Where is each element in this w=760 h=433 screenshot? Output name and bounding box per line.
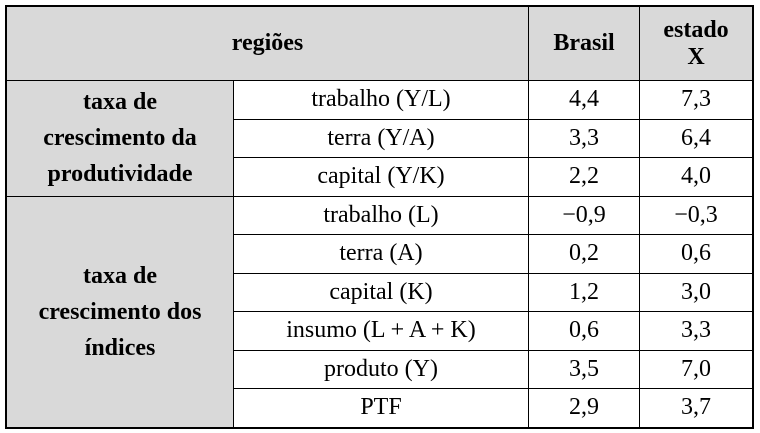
table-row: taxa de crescimento da produtividade trabal… [5, 80, 754, 197]
row-label: trabalho (L) [233, 195, 529, 235]
value-cell: 4,4 [528, 80, 640, 120]
table-container: regiões Brasil estado X taxa de cresciment… [5, 5, 754, 429]
text-line: estado [663, 16, 729, 43]
value-cell: 3,7 [639, 388, 754, 428]
table-row: capital (K) 1,2 3,0 [6, 272, 754, 312]
row-label: capital (K) [233, 272, 529, 312]
value-cell: 3,3 [528, 118, 640, 158]
value-cell: 2,2 [528, 157, 640, 197]
value-cell: 3,3 [639, 311, 754, 351]
table-row: taxa de crescimento dos índices trabalho (L… [5, 195, 754, 428]
header-cell: estado X [639, 5, 754, 81]
table-row: PTF 2,9 3,7 [6, 388, 754, 428]
data-table: regiões Brasil estado X taxa de cresciment… [5, 5, 754, 429]
group-cell: taxa de crescimento da produtividade [5, 80, 234, 197]
value-cell: 7,0 [639, 349, 754, 389]
value-cell: 0,6 [639, 234, 754, 274]
row-label: terra (Y/A) [233, 118, 529, 158]
text-line: taxa de [83, 89, 157, 116]
group-cell: taxa de crescimento dos índices [5, 195, 234, 428]
value-cell: −0,3 [639, 195, 754, 235]
text-line: taxa de [83, 262, 157, 289]
row-label: produto (Y) [233, 349, 529, 389]
row-label: PTF [233, 388, 529, 428]
table-row: produto (Y) 3,5 7,0 [6, 349, 754, 389]
row-label: capital (Y/K) [233, 157, 529, 197]
value-cell: 1,2 [528, 272, 640, 312]
value-cell: 0,6 [528, 311, 640, 351]
row-label: trabalho (Y/L) [233, 80, 529, 120]
value-cell: −0,9 [528, 195, 640, 235]
text-line: índices [84, 334, 156, 361]
value-cell: 3,5 [528, 349, 640, 389]
row-label: terra (A) [233, 234, 529, 274]
header-cell: regiões [5, 5, 529, 81]
text-line: crescimento da [43, 125, 197, 152]
text-line: produtividade [47, 161, 193, 188]
table-row: insumo (L + A + K) 0,6 3,3 [6, 311, 754, 351]
header-cell: Brasil [528, 5, 640, 81]
value-cell: 3,0 [639, 272, 754, 312]
text-line: crescimento dos [38, 298, 202, 325]
value-cell: 6,4 [639, 118, 754, 158]
row-label: insumo (L + A + K) [233, 311, 529, 351]
table-row: terra (Y/A) 3,3 6,4 [6, 118, 754, 158]
header-row: regiões Brasil estado X [5, 5, 754, 81]
value-cell: 2,9 [528, 388, 640, 428]
value-cell: 4,0 [639, 157, 754, 197]
value-cell: 7,3 [639, 80, 754, 120]
value-cell: 0,2 [528, 234, 640, 274]
text-line: X [687, 43, 705, 70]
